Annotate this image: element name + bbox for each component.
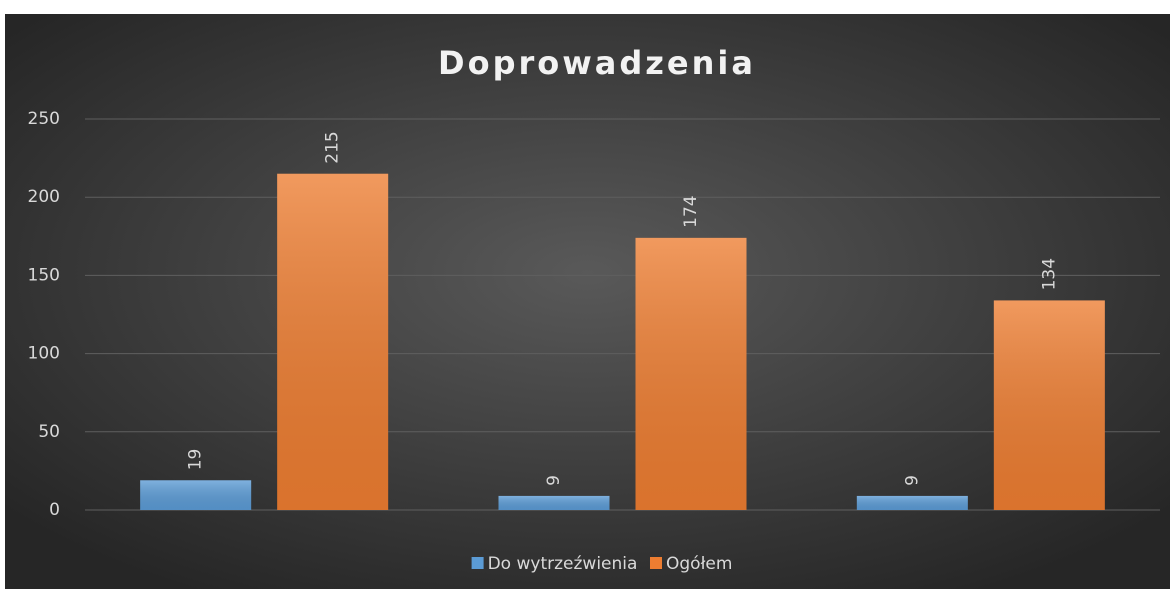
bar xyxy=(140,480,252,510)
bar xyxy=(635,237,747,510)
data-label: 174 xyxy=(681,195,701,227)
y-tick-label: 150 xyxy=(28,265,60,285)
y-tick-label: 100 xyxy=(28,344,60,364)
bar xyxy=(498,495,610,510)
y-tick-label: 250 xyxy=(28,109,60,129)
bar xyxy=(856,495,968,510)
y-tick-label: 0 xyxy=(49,500,60,520)
y-tick-label: 200 xyxy=(28,187,60,207)
data-label: 9 xyxy=(902,475,922,486)
legend-swatch xyxy=(650,557,662,569)
data-label: 19 xyxy=(186,449,206,471)
bar xyxy=(277,173,389,511)
y-tick-label: 50 xyxy=(38,422,60,442)
legend-swatch xyxy=(471,557,484,569)
legend-label: Ogółem xyxy=(666,554,732,574)
data-label: 9 xyxy=(544,475,564,486)
data-label: 134 xyxy=(1039,258,1059,290)
chart-title: Doprowadzenia xyxy=(438,44,756,82)
bar xyxy=(993,300,1105,510)
data-label: 215 xyxy=(323,131,343,163)
legend-label: Do wytrzeźwienia xyxy=(488,554,638,574)
